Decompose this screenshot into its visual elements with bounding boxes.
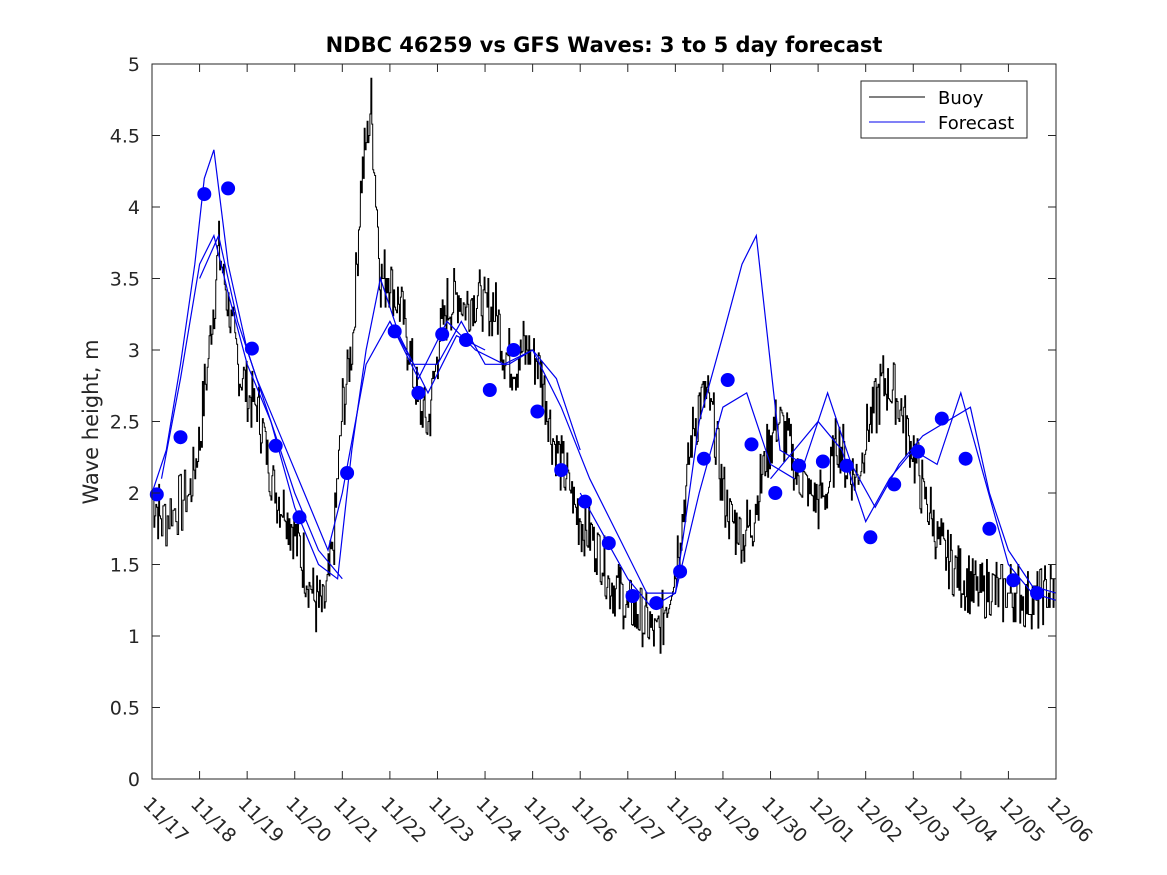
chart-title: NDBC 46259 vs GFS Waves: 3 to 5 day fore…	[326, 33, 883, 57]
series-layer	[152, 77, 1056, 654]
forecast-marker	[982, 521, 997, 536]
forecast-marker	[815, 454, 830, 469]
forecast-marker	[863, 530, 878, 545]
forecast-marker	[1030, 586, 1044, 601]
y-tick-label: 4.5	[110, 126, 140, 148]
forecast-marker	[149, 487, 164, 502]
y-tick-label: 0.5	[110, 698, 140, 720]
y-tick-label: 3.5	[110, 269, 140, 291]
forecast-marker	[221, 181, 236, 196]
forecast-marker	[197, 187, 212, 202]
forecast-marker	[839, 458, 854, 473]
forecast-marker	[554, 463, 569, 478]
forecast-marker	[911, 444, 925, 459]
buoy-series-line	[152, 77, 1056, 654]
forecast-run-line	[199, 233, 581, 553]
forecast-marker	[768, 486, 783, 500]
forecast-marker	[530, 404, 545, 419]
forecast-marker	[744, 437, 759, 452]
forecast-marker	[578, 494, 592, 509]
y-tick-label: 0	[128, 769, 140, 791]
forecast-marker	[649, 596, 664, 611]
y-tick-label: 3	[128, 340, 140, 362]
forecast-marker	[934, 411, 949, 426]
forecast-marker	[696, 451, 711, 466]
forecast-marker	[268, 438, 283, 453]
y-tick-label: 4	[128, 197, 140, 219]
forecast-marker	[459, 333, 473, 347]
forecast-marker	[340, 466, 355, 480]
forecast-marker	[387, 324, 402, 339]
forecast-run-line	[152, 149, 343, 580]
legend-box	[860, 80, 1028, 139]
legend-forecast-label: Forecast	[938, 113, 1014, 134]
forecast-marker	[625, 589, 640, 603]
forecast-marker	[673, 564, 688, 579]
forecast-marker	[720, 373, 735, 387]
legend-buoy-label: Buoy	[938, 88, 984, 109]
y-tick-label: 5	[128, 54, 140, 76]
forecast-marker	[887, 477, 902, 492]
forecast-marker	[1006, 573, 1021, 588]
forecast-marker	[601, 536, 616, 551]
legend: Buoy Forecast	[860, 80, 1028, 139]
y-tick-label: 2.5	[110, 412, 140, 434]
forecast-marker	[411, 385, 426, 400]
forecast-marker	[435, 327, 450, 342]
y-axis-label: Wave height, m	[79, 339, 103, 504]
forecast-marker	[292, 510, 307, 525]
forecast-marker	[173, 430, 188, 445]
forecast-run-line	[579, 233, 1056, 609]
y-tick-label: 1.5	[110, 555, 140, 577]
marker-layer	[149, 181, 1044, 611]
y-tick-label: 1	[128, 626, 140, 648]
forecast-marker	[792, 458, 807, 473]
y-tick-label: 2	[128, 483, 140, 505]
forecast-marker	[506, 343, 521, 357]
forecast-marker	[244, 341, 259, 356]
forecast-marker	[958, 451, 973, 466]
forecast-marker	[482, 383, 497, 397]
